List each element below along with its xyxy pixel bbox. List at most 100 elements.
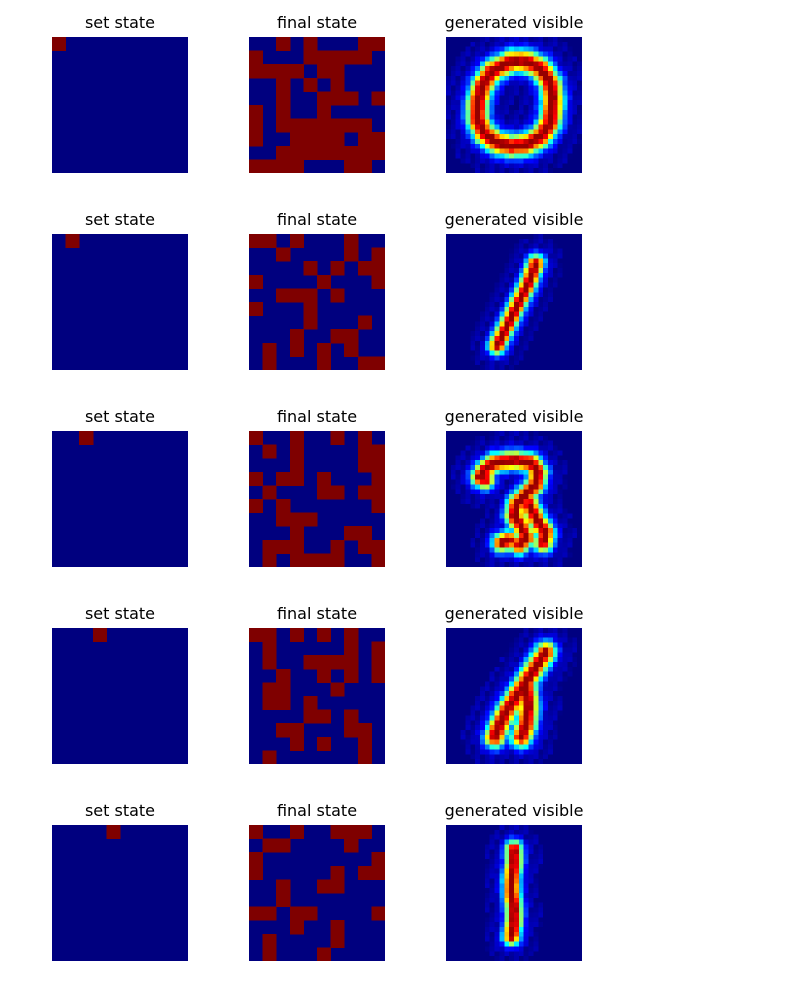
generated-visible-3-pixel [446, 508, 452, 515]
generated-visible-1-pixel [489, 41, 496, 48]
generated-visible-5-pixel [538, 839, 544, 845]
generated-visible-5-pixel [538, 956, 544, 961]
generated-visible-5-pixel [543, 868, 549, 875]
generated-visible-3-pixel [470, 450, 476, 456]
final-state-3-cell-on [289, 444, 304, 459]
generated-visible-4-pixel [446, 628, 452, 634]
generated-visible-3-pixel [552, 513, 559, 519]
generated-visible-1-pixel [567, 153, 573, 159]
generated-visible-4-pixel [509, 657, 515, 663]
generated-visible-1-pixel [552, 90, 559, 96]
generated-visible-3-pixel [480, 450, 486, 456]
generated-visible-1-pixel [562, 66, 568, 72]
generated-visible-5-pixel [552, 907, 559, 913]
generated-visible-3-pixel [572, 474, 578, 481]
final-state-4-cell-on [317, 655, 332, 670]
generated-visible-5-pixel [514, 956, 520, 961]
generated-visible-3-pixel [465, 445, 471, 451]
generated-visible-5-pixel [494, 922, 500, 928]
generated-visible-1-pixel [543, 41, 549, 48]
final-state-3-cell-on [371, 458, 385, 473]
generated-visible-4-pixel [518, 632, 525, 639]
generated-visible-4-pixel [465, 715, 471, 721]
generated-visible-1-pixel [484, 148, 491, 155]
final-state-3-cell-on [289, 539, 304, 554]
generated-visible-3-pixel [528, 547, 534, 553]
generated-visible-4-pixel [470, 681, 476, 687]
generated-visible-1-pixel [446, 61, 452, 67]
generated-visible-5-pixel [480, 849, 486, 855]
generated-visible-2-pixel [499, 321, 505, 327]
generated-visible-2-pixel [489, 292, 496, 298]
generated-visible-5-pixel [518, 834, 525, 841]
final-state-1-cell-on [357, 132, 372, 147]
generated-visible-2-pixel [499, 268, 505, 274]
generated-visible-4-pixel [475, 632, 481, 639]
generated-visible-2-pixel [494, 302, 500, 308]
generated-visible-1-pixel [528, 37, 534, 43]
generated-visible-5-pixel [450, 839, 457, 845]
generated-visible-4-pixel [499, 754, 505, 760]
generated-visible-5-pixel [557, 888, 564, 894]
generated-visible-2-pixel [504, 316, 510, 322]
generated-visible-2-pixel [533, 345, 539, 352]
generated-visible-3-pixel [450, 557, 457, 563]
generated-visible-5-pixel [450, 825, 457, 831]
generated-visible-3-pixel [509, 523, 515, 529]
generated-visible-2-pixel [518, 287, 525, 293]
generated-visible-3-pixel [489, 465, 496, 471]
generated-visible-4-pixel [484, 744, 491, 750]
generated-visible-3-pixel [470, 445, 476, 451]
generated-visible-4-pixel [562, 628, 568, 634]
generated-visible-5-pixel [480, 936, 486, 943]
generated-visible-3-pixel [514, 503, 520, 510]
generated-visible-1-pixel [552, 100, 559, 106]
generated-visible-3-pixel [577, 465, 582, 471]
generated-visible-4-pixel [518, 671, 525, 678]
generated-visible-3-pixel [475, 465, 481, 471]
set-state-title-1: set state [84, 13, 156, 32]
generated-visible-5-pixel [475, 863, 481, 870]
generated-visible-4-pixel [455, 705, 462, 712]
generated-visible-2-pixel [562, 272, 568, 279]
generated-visible-3-pixel [450, 513, 457, 519]
generated-visible-3-pixel [572, 445, 578, 451]
generated-visible-image-4 [446, 628, 582, 764]
generated-visible-3-pixel [480, 460, 486, 466]
generated-visible-1-pixel [446, 114, 452, 121]
generated-visible-5-pixel [504, 951, 510, 957]
generated-visible-2-pixel [494, 355, 500, 361]
generated-visible-4-pixel [489, 686, 496, 692]
generated-visible-5-pixel [455, 946, 462, 952]
generated-visible-5-pixel [518, 878, 525, 884]
generated-visible-2-pixel [523, 331, 530, 337]
generated-visible-1-pixel [533, 168, 539, 173]
generated-visible-4-pixel [475, 734, 481, 741]
generated-visible-5-pixel [552, 902, 559, 909]
generated-visible-4-pixel [509, 725, 515, 731]
generated-visible-4-pixel [484, 686, 491, 692]
generated-visible-3-pixel [475, 513, 481, 519]
generated-visible-2-pixel [523, 268, 530, 274]
generated-visible-3-pixel [504, 445, 510, 451]
generated-visible-5-pixel [504, 868, 510, 875]
generated-visible-3-pixel [455, 503, 462, 510]
generated-visible-4-pixel [518, 676, 525, 682]
generated-visible-2-pixel [523, 350, 530, 356]
generated-visible-2-pixel [523, 321, 530, 327]
generated-visible-3-pixel [484, 489, 491, 495]
generated-visible-1-pixel [557, 119, 564, 125]
generated-visible-1-pixel [514, 105, 520, 111]
generated-visible-1-pixel [475, 75, 481, 82]
generated-visible-4-pixel [528, 710, 534, 716]
generated-visible-4-pixel [470, 730, 476, 736]
generated-visible-1-pixel [460, 168, 466, 173]
generated-visible-4-pixel [548, 681, 554, 687]
generated-visible-5-pixel [552, 883, 559, 889]
generated-visible-4-pixel [480, 691, 486, 697]
generated-visible-5-pixel [562, 941, 568, 947]
generated-visible-3-pixel [552, 455, 559, 461]
generated-visible-1-pixel [567, 46, 573, 53]
generated-visible-5-pixel [509, 951, 515, 957]
generated-visible-1-pixel [557, 153, 564, 159]
